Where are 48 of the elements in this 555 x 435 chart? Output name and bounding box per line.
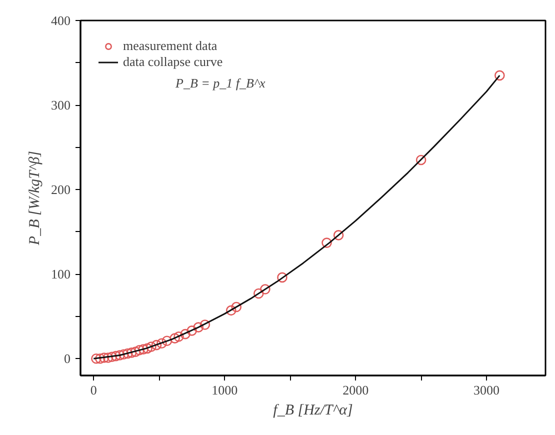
y-axis-title: P_B [W/kgT^β] <box>27 150 43 246</box>
line-series <box>92 74 500 360</box>
x-tick-label: 0 <box>90 382 97 398</box>
point <box>151 340 162 350</box>
point <box>333 230 344 240</box>
point <box>162 336 172 346</box>
x-tick-label: 2000 <box>342 382 369 398</box>
point <box>174 331 184 342</box>
point <box>110 350 122 362</box>
point <box>106 352 118 362</box>
point <box>122 348 133 359</box>
point <box>193 322 204 332</box>
point <box>231 302 242 312</box>
legend-label: data collapse curve <box>123 54 223 70</box>
point <box>126 348 137 358</box>
point <box>156 338 167 349</box>
legend-label: measurement data <box>123 38 218 54</box>
point <box>114 350 125 360</box>
annotation: P_B = p_1 f_B^x <box>174 76 266 90</box>
x-tick-label: 1000 <box>212 382 238 398</box>
point <box>142 343 152 354</box>
point <box>322 238 332 248</box>
point <box>170 333 180 344</box>
point <box>134 345 145 356</box>
y-tick-label: 200 <box>51 182 70 198</box>
point <box>277 272 288 283</box>
x-axis-title: f_B [Hz/T^α] <box>273 402 353 418</box>
point <box>494 70 505 81</box>
point <box>91 353 102 364</box>
x-tick-label: 3000 <box>474 382 500 398</box>
y-tick-label: 400 <box>51 13 70 28</box>
y-tick-label: 300 <box>51 98 70 113</box>
point <box>200 320 210 330</box>
point <box>146 342 156 352</box>
y-tick-label: 0 <box>64 351 70 366</box>
point <box>260 284 270 294</box>
point <box>102 352 114 363</box>
point <box>118 349 129 360</box>
point <box>226 305 236 316</box>
point <box>186 326 197 336</box>
point <box>138 344 149 354</box>
point <box>253 288 264 299</box>
point <box>180 328 190 340</box>
point <box>416 154 426 166</box>
y-tick-label: 100 <box>51 266 70 282</box>
point <box>98 352 110 363</box>
point <box>95 353 106 364</box>
point <box>130 346 141 357</box>
